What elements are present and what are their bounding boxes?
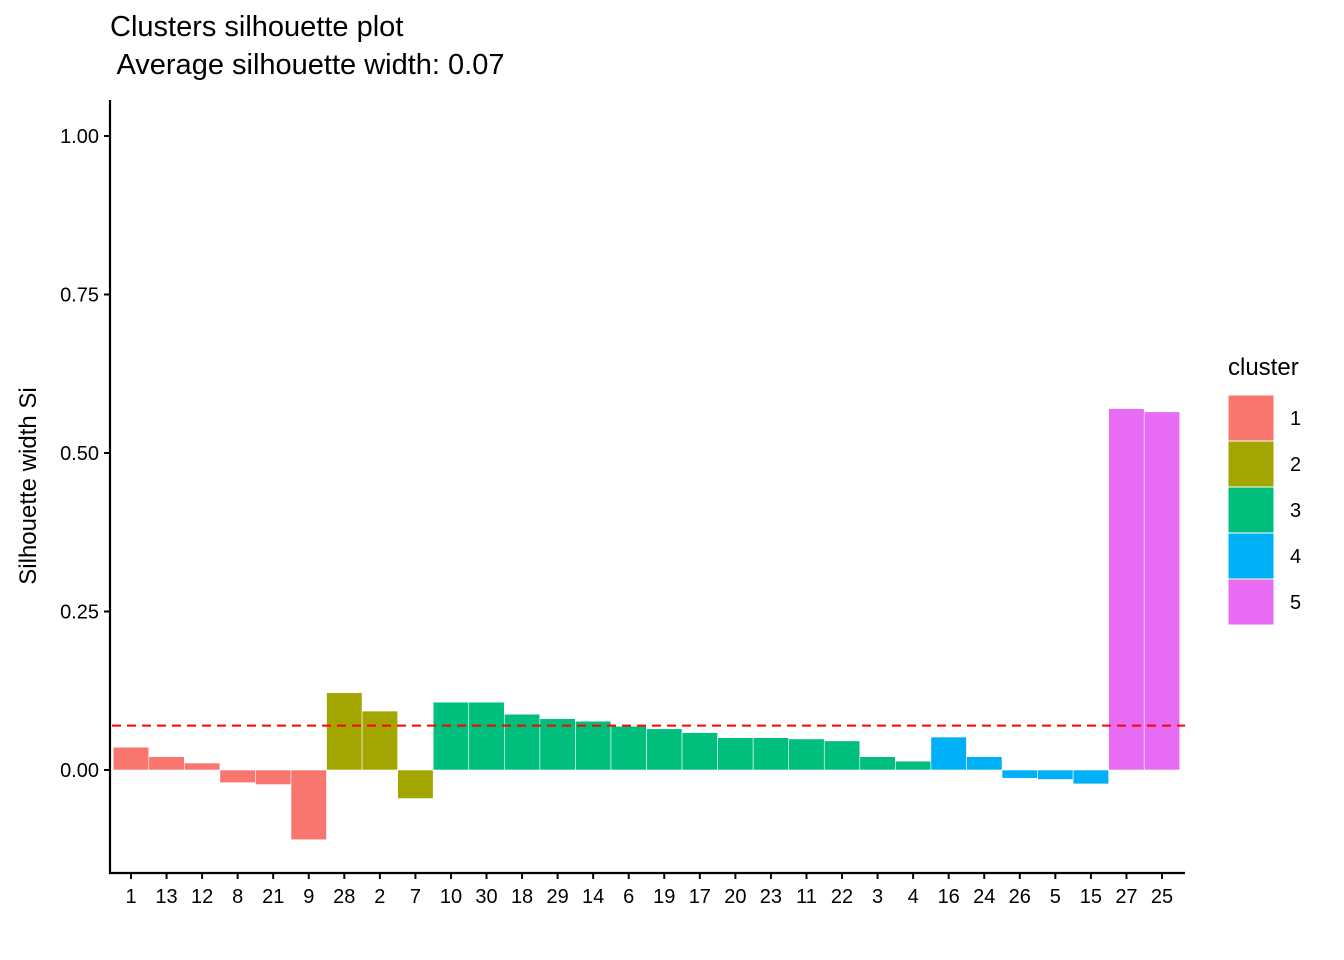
bar-17 — [681, 732, 718, 771]
x-tick-label: 19 — [653, 886, 675, 908]
bar-10 — [432, 701, 470, 771]
chart-title: Clusters silhouette plot — [110, 11, 404, 43]
y-tick-label: 0.75 — [60, 285, 99, 307]
legend-key-4 — [1227, 532, 1275, 580]
x-tick-label: 27 — [1115, 886, 1137, 908]
x-tick-label: 10 — [440, 886, 462, 908]
x-tick-label: 28 — [333, 886, 355, 908]
x-tick-label: 24 — [973, 886, 995, 908]
legend-key-1 — [1227, 394, 1275, 442]
x-tick-label: 1 — [125, 886, 136, 908]
bar-21 — [255, 769, 292, 785]
x-tick-label: 20 — [724, 886, 746, 908]
y-axis-label: Silhouette width Si — [15, 387, 42, 584]
x-tick-label: 15 — [1080, 886, 1102, 908]
legend-label-3: 3 — [1290, 500, 1301, 522]
x-tick-label: 12 — [191, 886, 213, 908]
bar-9 — [290, 769, 327, 841]
x-tick-label: 5 — [1050, 886, 1061, 908]
bar-20 — [717, 737, 754, 771]
bar-5 — [1037, 769, 1074, 780]
legend-title: cluster — [1228, 354, 1299, 381]
bar-22 — [823, 740, 861, 771]
x-tick-label: 30 — [475, 886, 497, 908]
legend-key-5 — [1227, 578, 1275, 626]
bar-12 — [184, 762, 221, 771]
axes-layer: 0.000.250.500.751.001 13 12 8 21 9 28 2 7 10 30 18 2… — [60, 100, 1185, 908]
y-tick-label: 1.00 — [60, 126, 99, 148]
bar-28 — [326, 692, 363, 771]
bar-18 — [503, 713, 541, 771]
legend-label-2: 2 — [1290, 454, 1301, 476]
legend-label-5: 5 — [1290, 592, 1301, 614]
x-tick-label: 13 — [155, 886, 177, 908]
x-tick-label: 17 — [689, 886, 711, 908]
y-tick-label: 0.50 — [60, 443, 99, 465]
bar-2 — [361, 710, 398, 771]
legend-label-1: 1 — [1290, 408, 1301, 430]
y-tick-label: 0.00 — [60, 760, 99, 782]
x-tick-label: 6 — [623, 886, 634, 908]
x-tick-label: 7 — [410, 886, 421, 908]
legend-label-4: 4 — [1290, 546, 1301, 568]
bar-23 — [752, 737, 790, 771]
x-tick-label: 9 — [303, 886, 314, 908]
x-tick-label: 29 — [546, 886, 568, 908]
x-tick-label: 2 — [374, 886, 385, 908]
bar-6 — [610, 725, 647, 771]
bar-25 — [1143, 411, 1181, 771]
bar-24 — [966, 756, 1003, 771]
x-tick-label: 8 — [232, 886, 243, 908]
x-tick-label: 3 — [872, 886, 883, 908]
legend: cluster 1 2 3 4 5 — [1227, 354, 1301, 626]
bar-7 — [397, 769, 434, 799]
bar-19 — [646, 728, 683, 771]
bar-30 — [468, 701, 505, 771]
y-tick-label: 0.25 — [60, 602, 99, 624]
x-tick-label: 4 — [908, 886, 919, 908]
bar-14 — [575, 720, 612, 771]
bar-8 — [219, 769, 256, 783]
x-tick-label: 21 — [262, 886, 284, 908]
x-tick-label: 22 — [831, 886, 853, 908]
bar-4 — [895, 760, 932, 771]
bar-1 — [112, 746, 150, 771]
x-tick-label: 14 — [582, 886, 604, 908]
bar-26 — [1001, 769, 1038, 779]
bar-11 — [788, 738, 825, 771]
x-tick-label: 18 — [511, 886, 533, 908]
bar-13 — [148, 756, 185, 771]
legend-key-3 — [1227, 486, 1275, 534]
bar-3 — [859, 756, 896, 771]
bars-layer — [112, 408, 1181, 841]
x-tick-label: 23 — [760, 886, 782, 908]
x-tick-label: 11 — [796, 886, 817, 908]
x-tick-label: 26 — [1009, 886, 1031, 908]
legend-key-2 — [1227, 440, 1275, 488]
bar-15 — [1072, 769, 1109, 785]
x-tick-label: 16 — [938, 886, 960, 908]
x-tick-label: 25 — [1151, 886, 1173, 908]
chart-subtitle: Average silhouette width: 0.07 — [110, 49, 505, 81]
bar-27 — [1108, 408, 1145, 771]
bar-16 — [930, 736, 967, 771]
